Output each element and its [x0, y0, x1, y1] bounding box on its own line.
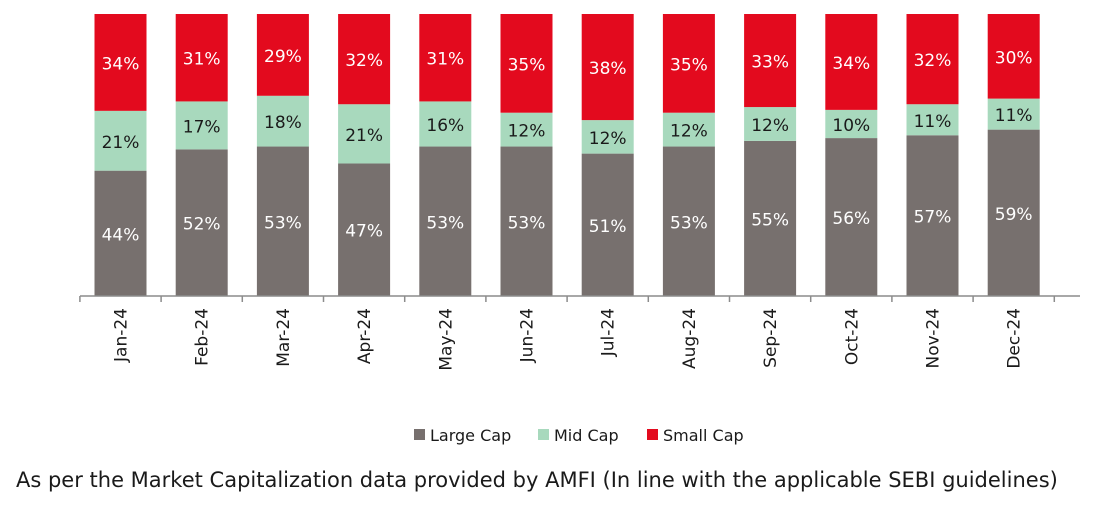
data-label-mid-cap-mar-24: 18% [264, 113, 302, 133]
bar-small-cap-jul-24 [581, 14, 634, 121]
bar-large-cap-feb-24 [175, 149, 228, 296]
x-tick-label-mar-24: Mar-24 [274, 308, 294, 367]
bar-mid-cap-jun-24 [500, 112, 553, 147]
x-tick-label-jun-24: Jun-24 [518, 308, 538, 363]
bar-small-cap-may-24 [419, 14, 472, 102]
stacked-bar-chart: 44% 21% 34% 52% 17% 31% 53% 18% 29% 47% 21% 32% 53% 1… [79, 14, 1080, 445]
x-axis [79, 295, 1080, 302]
x-tick-label-sep-24: Sep-24 [761, 308, 781, 368]
bar-large-cap-may-24 [419, 146, 472, 296]
bar-large-cap-apr-24 [338, 163, 391, 296]
bar-large-cap-aug-24 [662, 146, 715, 296]
bar-mid-cap-aug-24 [662, 112, 715, 147]
data-label-mid-cap-jan-24: 21% [102, 133, 140, 153]
bar-large-cap-sep-24 [744, 140, 797, 296]
data-label-small-cap-feb-24: 31% [183, 50, 221, 70]
bar-small-cap-sep-24 [744, 14, 797, 108]
x-tick-label-oct-24: Oct-24 [842, 308, 862, 365]
data-label-small-cap-sep-24: 33% [751, 53, 789, 73]
legend-label-large-cap: Large Cap [430, 426, 511, 445]
data-label-small-cap-mar-24: 29% [264, 47, 302, 67]
data-label-small-cap-dec-24: 30% [995, 48, 1033, 68]
data-label-large-cap-mar-24: 53% [264, 213, 302, 233]
legend-swatch-small-cap [647, 429, 658, 440]
data-label-large-cap-feb-24: 52% [183, 215, 221, 235]
bar-mid-cap-jul-24 [581, 120, 634, 154]
bar-mid-cap-mar-24 [256, 95, 309, 147]
bar-mid-cap-dec-24 [987, 98, 1040, 130]
bar-small-cap-dec-24 [987, 14, 1040, 99]
data-label-mid-cap-jun-24: 12% [508, 122, 546, 142]
data-label-large-cap-jan-24: 44% [102, 225, 140, 245]
data-label-large-cap-nov-24: 57% [914, 208, 952, 228]
data-label-mid-cap-oct-24: 10% [832, 116, 870, 136]
bar-small-cap-oct-24 [825, 14, 878, 110]
bar-mid-cap-jan-24 [94, 110, 147, 171]
data-label-mid-cap-may-24: 16% [426, 116, 464, 136]
bar-small-cap-nov-24 [906, 14, 959, 105]
bar-large-cap-mar-24 [256, 146, 309, 296]
bars-layer: 44% 21% 34% 52% 17% 31% 53% 18% 29% 47% 21% 32% 53% 1… [94, 14, 1040, 296]
x-tick-label-jan-24: Jan-24 [112, 308, 132, 363]
data-label-large-cap-jul-24: 51% [589, 217, 627, 237]
legend-label-small-cap: Small Cap [663, 426, 744, 445]
data-label-mid-cap-nov-24: 11% [914, 112, 952, 132]
x-tick-label-jul-24: Jul-24 [599, 308, 619, 357]
x-tick-label-apr-24: Apr-24 [355, 308, 375, 364]
data-label-large-cap-dec-24: 59% [995, 205, 1033, 225]
legend-label-mid-cap: Mid Cap [554, 426, 619, 445]
bar-large-cap-jul-24 [581, 153, 634, 296]
bar-large-cap-jun-24 [500, 146, 553, 296]
legend: Large Cap Mid Cap Small Cap [414, 426, 744, 445]
bar-small-cap-feb-24 [175, 14, 228, 102]
footnote: As per the Market Capitalization data pr… [16, 468, 1058, 492]
data-label-mid-cap-apr-24: 21% [345, 126, 383, 146]
x-tick-label-feb-24: Feb-24 [193, 308, 213, 366]
bar-mid-cap-apr-24 [338, 104, 391, 164]
bar-mid-cap-feb-24 [175, 101, 228, 150]
data-label-large-cap-oct-24: 56% [832, 209, 870, 229]
bar-small-cap-jun-24 [500, 14, 553, 113]
data-label-mid-cap-jul-24: 12% [589, 129, 627, 149]
bar-small-cap-apr-24 [338, 14, 391, 105]
data-label-mid-cap-sep-24: 12% [751, 116, 789, 136]
bar-small-cap-jan-24 [94, 14, 147, 111]
data-label-mid-cap-aug-24: 12% [670, 122, 708, 142]
data-label-small-cap-nov-24: 32% [914, 51, 952, 71]
data-label-large-cap-aug-24: 53% [670, 213, 708, 233]
bar-large-cap-nov-24 [906, 135, 959, 296]
x-tick-label-may-24: May-24 [436, 308, 456, 371]
bar-mid-cap-oct-24 [825, 109, 878, 139]
data-label-small-cap-oct-24: 34% [832, 54, 870, 74]
x-tick-label-dec-24: Dec-24 [1005, 308, 1025, 369]
data-label-small-cap-jan-24: 34% [102, 54, 140, 74]
data-label-mid-cap-feb-24: 17% [183, 117, 221, 137]
bar-large-cap-jan-24 [94, 170, 147, 296]
x-tick-labels: Jan-24 Feb-24 Mar-24 Apr-24 May-24 Jun-24 Jul-… [112, 308, 1025, 371]
data-label-small-cap-apr-24: 32% [345, 51, 383, 71]
bar-mid-cap-may-24 [419, 101, 472, 147]
data-label-small-cap-jun-24: 35% [508, 55, 546, 75]
data-label-large-cap-jun-24: 53% [508, 213, 546, 233]
data-label-small-cap-aug-24: 35% [670, 55, 708, 75]
data-label-mid-cap-dec-24: 11% [995, 106, 1033, 126]
bar-mid-cap-sep-24 [744, 107, 797, 141]
bar-large-cap-oct-24 [825, 138, 878, 296]
legend-swatch-mid-cap [538, 429, 549, 440]
x-tick-label-aug-24: Aug-24 [680, 308, 700, 369]
bar-large-cap-dec-24 [987, 129, 1040, 296]
data-label-large-cap-apr-24: 47% [345, 222, 383, 242]
legend-swatch-large-cap [414, 429, 425, 440]
bar-small-cap-aug-24 [662, 14, 715, 113]
data-label-small-cap-may-24: 31% [426, 50, 464, 70]
bar-small-cap-mar-24 [256, 14, 309, 96]
data-label-small-cap-jul-24: 38% [589, 59, 627, 79]
data-label-large-cap-sep-24: 55% [751, 210, 789, 230]
x-tick-label-nov-24: Nov-24 [924, 308, 944, 369]
data-label-large-cap-may-24: 53% [426, 213, 464, 233]
bar-mid-cap-nov-24 [906, 104, 959, 136]
